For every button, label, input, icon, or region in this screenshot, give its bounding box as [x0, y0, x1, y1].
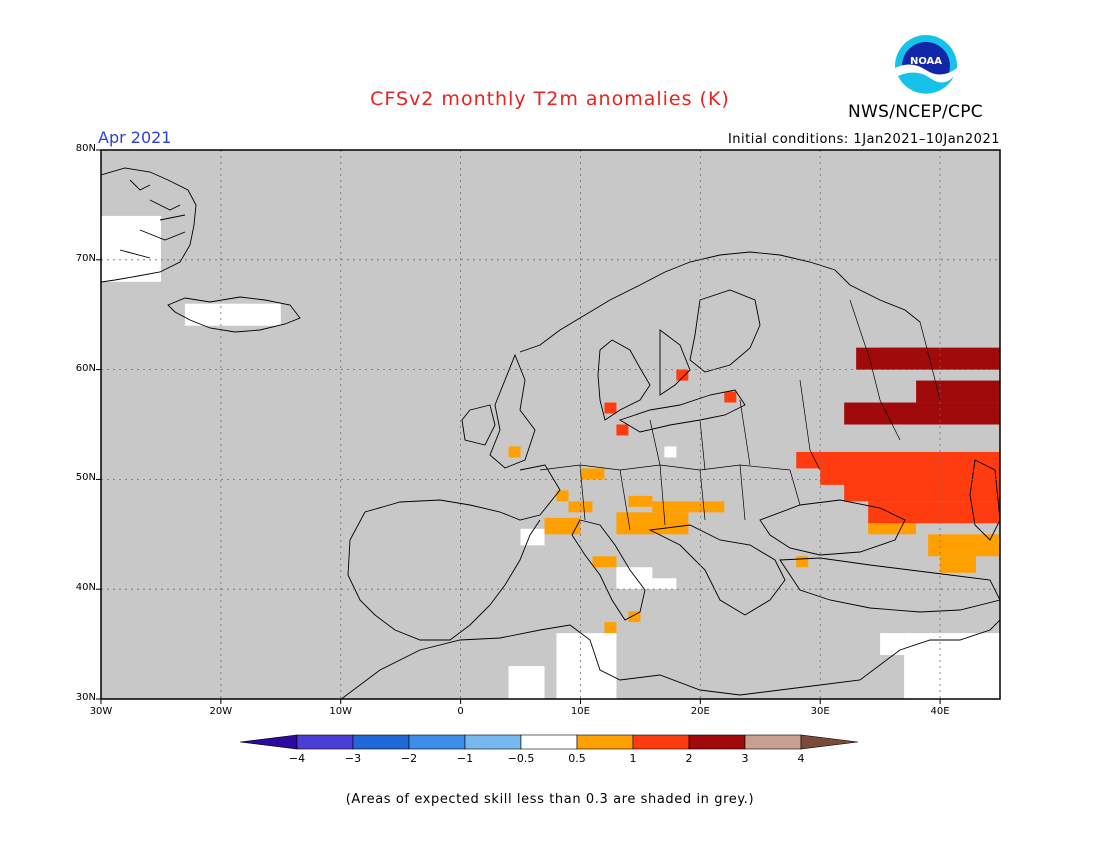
longitude-label: 20W [209, 706, 233, 717]
anomaly-cell [604, 402, 617, 414]
axis-ticks [96, 149, 941, 704]
anomaly-cell [880, 633, 905, 656]
anomaly-cell [508, 446, 521, 458]
anomaly-cell [580, 468, 605, 480]
anomaly-cell [796, 556, 809, 568]
anomaly-region-near-normal-white [101, 215, 1000, 699]
anomaly-region-baltic-2-to-3 [604, 369, 737, 436]
skill-footnote: (Areas of expected skill less than 0.3 a… [345, 792, 755, 807]
anomaly-cell [928, 534, 1000, 557]
grid-lines [101, 150, 1000, 699]
anomaly-cell [556, 490, 569, 502]
valid-month: Apr 2021 [98, 128, 172, 147]
anomaly-cell [616, 512, 689, 535]
anomaly-region-caucasus-1-to-2 [868, 523, 1000, 573]
anomaly-cell [544, 517, 581, 535]
coastline-greenland [101, 167, 197, 283]
anomaly-cell [101, 215, 161, 282]
longitude-label: 0 [457, 706, 464, 717]
chart-title: CFSv2 monthly T2m anomalies (K) [370, 88, 730, 110]
colorbar-tick-label: −4 [288, 752, 306, 765]
anomaly-cell [664, 446, 677, 458]
latitude-label: 50N [75, 472, 96, 484]
coastline-finland [689, 289, 761, 373]
anomaly-cell [628, 495, 653, 507]
anomaly-cell [508, 666, 545, 699]
coastline-sweden [597, 339, 651, 421]
longitude-label: 20E [690, 706, 710, 717]
anomaly-cell [628, 611, 641, 623]
anomaly-cell [916, 380, 1000, 403]
coastline-iceland [167, 296, 301, 333]
longitude-label: 10E [570, 706, 590, 717]
longitude-label: 40E [930, 706, 950, 717]
coastline-italy [571, 519, 646, 621]
anomaly-cell [616, 424, 629, 436]
anomaly-cell [880, 347, 929, 359]
longitude-label: 30W [89, 706, 113, 717]
agency-name: NWS/NCEP/CPC [848, 102, 983, 122]
longitude-label: 30E [810, 706, 830, 717]
colorbar-tick-label: 4 [797, 752, 805, 765]
anomaly-cell [592, 556, 617, 568]
anomaly-cell [724, 391, 737, 403]
latitude-label: 80N [75, 143, 96, 154]
anomaly-cell [184, 303, 281, 326]
coastline-caspian [969, 459, 1000, 541]
anomaly-cell [556, 633, 617, 699]
colorbar-tick-label: 3 [741, 752, 749, 765]
anomaly-region-western-russia-3-to-4 [844, 347, 1000, 425]
colorbar-tick-label: 0.5 [568, 752, 586, 765]
coastline-ireland [461, 404, 496, 446]
coastlines-layer [101, 167, 1000, 699]
anomaly-cell [940, 556, 977, 573]
latitude-label: 40N [75, 582, 96, 594]
colorbar-tick-label: −2 [400, 752, 418, 765]
anomaly-cell [568, 501, 593, 513]
anomaly-cell [844, 479, 1000, 502]
anomaly-cell [904, 633, 1000, 699]
anomaly-cell [616, 567, 653, 590]
anomaly-cell [844, 402, 1000, 425]
longitude-label: 10W [329, 706, 353, 717]
map-frame [100, 149, 1001, 700]
anomaly-region-central-europe-1-to-2 [508, 446, 809, 634]
latitude-label: 60N [75, 362, 96, 374]
anomaly-cell [520, 528, 545, 546]
colorbar-tick-label: 1 [629, 752, 637, 765]
coastline-uk [489, 353, 536, 469]
coastline-north-africa [340, 619, 1000, 699]
colorbar-tick-label: −0.5 [507, 752, 535, 765]
coastline-turkey [779, 557, 1000, 613]
coastline-france-iberia [347, 464, 561, 641]
colorbar-tick-label: 2 [685, 752, 693, 765]
colorbar-tick-label: −3 [344, 752, 362, 765]
anomaly-cell [868, 501, 1000, 524]
anomaly-cell [652, 578, 677, 590]
coastline-norway [519, 251, 921, 353]
anomaly-cell [868, 523, 917, 535]
anomaly-cell [604, 622, 617, 634]
latitude-label: 70N [75, 252, 96, 264]
anomaly-cell [676, 369, 689, 381]
coastline-baltic [618, 389, 746, 433]
initial-conditions: Initial conditions: 1Jan2021–10Jan2021 [727, 132, 1000, 147]
coastline-black-sea [759, 499, 906, 556]
anomaly-cell [652, 501, 725, 513]
latitude-label: 30N [75, 692, 96, 703]
coastline-balkans [648, 524, 786, 616]
colorbar-tick-label: −1 [456, 752, 474, 765]
